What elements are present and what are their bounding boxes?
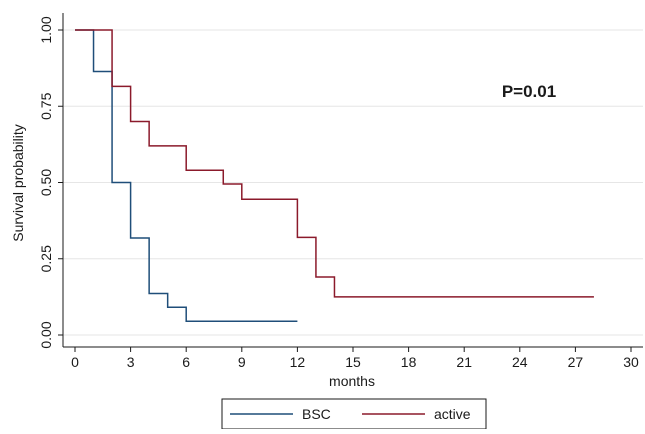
axis-layer: 0.00 0.25 0.50 0.75 1.00 0 3 6 9 12 15 18 21 24 27 30 xyxy=(38,13,643,370)
x-tick-label: 24 xyxy=(512,354,528,370)
x-tick-label: 21 xyxy=(456,354,472,370)
y-axis-title: Survival probability xyxy=(10,124,26,242)
x-tick-label: 30 xyxy=(623,354,639,370)
grid-layer xyxy=(63,29,643,336)
x-tick-label: 6 xyxy=(182,354,190,370)
x-tick-label: 0 xyxy=(71,354,79,370)
y-tick-label: 0.25 xyxy=(38,245,54,272)
p-value-annotation: P=0.01 xyxy=(502,82,556,101)
y-tick-label: 0.50 xyxy=(38,169,54,196)
x-tick-label: 3 xyxy=(127,354,135,370)
series-layer xyxy=(75,29,594,323)
km-curve-bsc xyxy=(75,29,298,323)
x-tick-label: 18 xyxy=(401,354,417,370)
legend: BSC active xyxy=(221,398,487,430)
x-tick-label: 27 xyxy=(568,354,584,370)
x-tick-label: 12 xyxy=(290,354,306,370)
x-axis-title: months xyxy=(329,373,375,389)
legend-label-bsc: BSC xyxy=(302,406,331,422)
y-tick-label: 0.00 xyxy=(38,321,54,348)
x-tick-label: 15 xyxy=(345,354,361,370)
y-tick-label: 1.00 xyxy=(38,16,54,43)
km-curve-active xyxy=(75,29,594,298)
x-tick-label: 9 xyxy=(238,354,246,370)
y-tick-label: 0.75 xyxy=(38,92,54,119)
legend-label-active: active xyxy=(434,406,471,422)
